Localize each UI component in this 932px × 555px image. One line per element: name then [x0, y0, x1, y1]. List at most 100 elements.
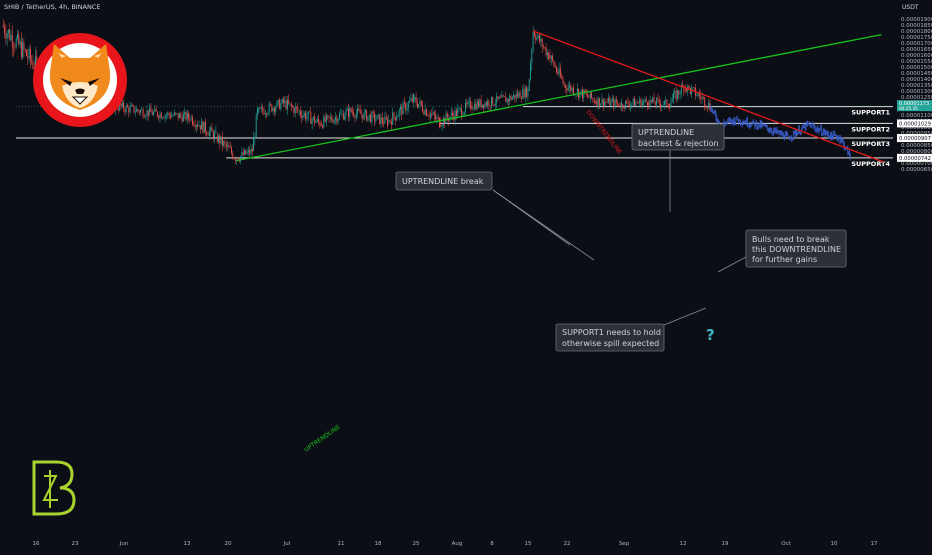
candle-body: [195, 125, 197, 128]
candle-body: [376, 115, 378, 120]
candle-body: [416, 103, 418, 108]
candle-body: [406, 107, 408, 111]
time-axis: 16 23 Jun 13 20 Jul 11 18 25 Aug 8 15 22 Sep 12 19 Oct 10…: [33, 541, 878, 547]
candle-body: [394, 116, 396, 121]
candle-body: [536, 36, 538, 40]
candle-body: [259, 107, 261, 109]
candle-body: [680, 85, 682, 95]
candle-body: [198, 125, 200, 127]
time-tick-label: 25: [413, 541, 420, 547]
candle-body: [580, 89, 582, 92]
candle-body: [441, 125, 443, 127]
candle-body: [605, 101, 607, 103]
candle-body: [631, 103, 633, 105]
candle-body: [197, 125, 199, 127]
candle-body: [231, 147, 232, 154]
bulls-note-line1: Bulls need to break: [752, 235, 830, 244]
support-price-label: 0.00000742: [899, 156, 931, 162]
candle-body: [589, 92, 591, 98]
candle-body: [641, 102, 643, 107]
candle-body: [706, 107, 708, 109]
candle-body: [397, 115, 399, 118]
candle-body: [545, 47, 547, 56]
candle-body: [19, 41, 21, 45]
candle-body: [420, 100, 422, 106]
candle-body: [28, 48, 30, 59]
candle-body: [348, 108, 349, 117]
candle-body: [358, 108, 360, 111]
candle-body: [615, 99, 617, 104]
candle-body: [552, 56, 554, 61]
price-tick-label: 0.00001100: [901, 113, 932, 119]
candle-body: [509, 96, 511, 102]
candle-body: [597, 98, 599, 106]
candle-body: [610, 100, 612, 106]
candle-body: [216, 136, 218, 142]
time-tick-label: Sep: [619, 541, 630, 547]
candle-body: [426, 109, 427, 116]
candle-body: [593, 99, 595, 103]
candle-body: [223, 141, 225, 146]
candle-body: [435, 115, 437, 120]
candle-body: [350, 108, 352, 112]
candle-body: [385, 116, 387, 120]
candle-body: [700, 95, 702, 99]
candle-body: [401, 106, 403, 115]
candle-body: [520, 98, 522, 99]
candle-body: [371, 112, 373, 123]
candle-body: [380, 117, 382, 125]
candle-body: [478, 101, 479, 107]
candle-body: [583, 89, 585, 99]
candle-body: [531, 49, 533, 64]
candle-body: [550, 56, 552, 59]
uptrend-break-callout: UPTRENDLINE break: [395, 171, 595, 261]
candle-body: [328, 115, 330, 118]
candle-body: [494, 103, 496, 106]
candle-body: [212, 131, 214, 139]
candle-body: [262, 107, 264, 111]
price-tick-label: 0.00000800: [901, 149, 932, 155]
candle-body: [640, 99, 642, 107]
candle-body: [500, 97, 502, 98]
price-tick-label: 0.00001500: [901, 65, 932, 71]
candle-body: [393, 112, 395, 117]
candle-body: [480, 99, 482, 108]
candle-body: [312, 116, 314, 120]
candle-body: [23, 42, 25, 50]
candle-body: [271, 104, 273, 112]
candle-body: [306, 116, 308, 120]
candle-body: [708, 102, 710, 108]
candle-body: [539, 35, 541, 42]
candle-body: [455, 110, 457, 116]
candle-body: [637, 102, 639, 104]
candle-body: [214, 132, 216, 139]
candle-body: [158, 116, 160, 119]
candle-body: [522, 89, 524, 99]
candle-body: [688, 85, 690, 88]
support-label-bg: [849, 107, 893, 117]
candle-body: [141, 109, 143, 111]
candle-body: [524, 87, 526, 98]
candle-body: [172, 115, 174, 117]
candle-body: [335, 117, 336, 120]
candle-body: [481, 104, 483, 108]
time-tick-label: 12: [680, 541, 687, 547]
support-levels: SUPPORT10.00001169SUPPORT20.00001029SUPP…: [16, 100, 932, 168]
price-axis: 0.000019000.000018500.000018000.00001750…: [901, 17, 932, 173]
candle-body: [557, 71, 559, 74]
candle-body: [309, 111, 310, 113]
candle-body: [237, 158, 239, 161]
candle-body: [177, 113, 179, 119]
candle-body: [283, 98, 284, 103]
candle-body: [341, 113, 343, 115]
candle-body: [513, 94, 515, 98]
candle-body: [686, 88, 687, 92]
candle-body: [151, 112, 153, 115]
candle-body: [507, 99, 509, 102]
candle-body: [324, 116, 326, 122]
candle-body: [647, 102, 648, 106]
candle-body: [402, 102, 404, 115]
currency-label: USDT: [902, 4, 919, 11]
candle-body: [156, 111, 158, 117]
candle-body: [602, 98, 604, 107]
